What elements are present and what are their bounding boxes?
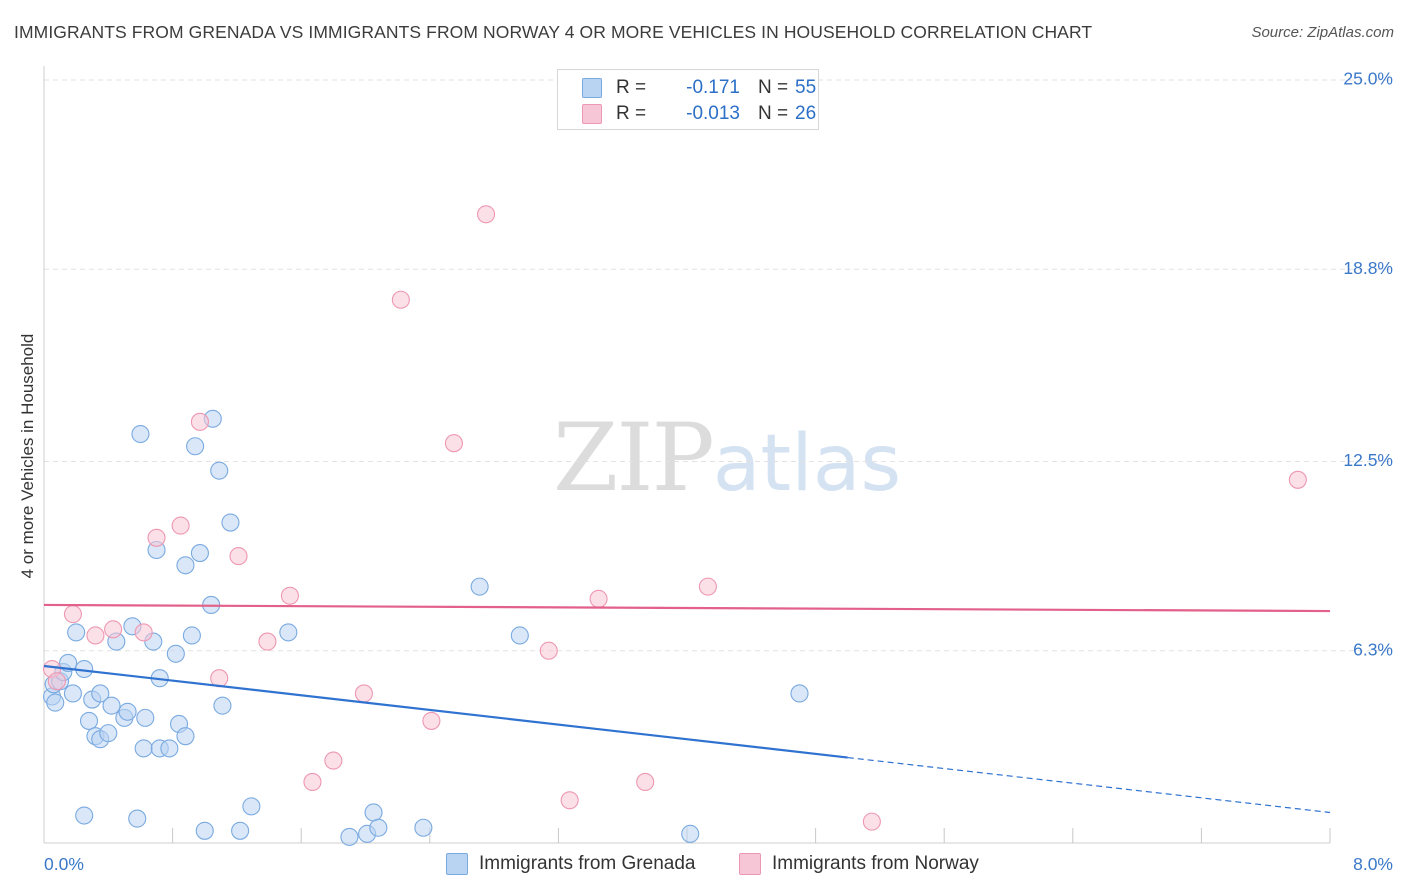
watermark-atlas: atlas bbox=[712, 419, 902, 509]
legend-n-value: 26 bbox=[795, 103, 817, 124]
data-point-pink bbox=[147, 528, 166, 547]
data-point-pink bbox=[229, 547, 248, 566]
data-point-blue bbox=[681, 824, 700, 843]
x-tick-label-min: 0.0% bbox=[44, 854, 84, 874]
data-point-pink bbox=[560, 791, 579, 810]
data-point-blue bbox=[210, 461, 229, 480]
legend-n-value: 55 bbox=[795, 77, 817, 98]
data-point-blue bbox=[364, 803, 383, 822]
legend-n-label: N = bbox=[758, 103, 789, 124]
legend-r-value: -0.013 bbox=[686, 103, 740, 124]
data-point-pink bbox=[698, 577, 717, 596]
data-point-blue bbox=[340, 827, 359, 846]
data-point-blue bbox=[213, 696, 232, 715]
data-point-blue bbox=[160, 739, 179, 758]
watermark: ZIPatlas bbox=[553, 404, 901, 513]
data-point-blue bbox=[128, 809, 147, 828]
chart-title: IMMIGRANTS FROM GRENADA VS IMMIGRANTS FR… bbox=[14, 22, 1093, 42]
correlation-legend: R = -0.171 N = 55 R = -0.013 N = 26 bbox=[557, 69, 819, 130]
data-point-pink bbox=[589, 589, 608, 608]
data-point-blue bbox=[242, 797, 261, 816]
data-point-blue bbox=[63, 684, 82, 703]
trend-line-extension-blue bbox=[847, 756, 1331, 814]
data-point-blue bbox=[414, 818, 433, 837]
data-point-pink bbox=[303, 772, 322, 792]
data-point-blue bbox=[75, 806, 94, 825]
data-point-blue bbox=[131, 424, 150, 444]
data-point-blue bbox=[102, 696, 121, 715]
data-point-blue bbox=[176, 556, 195, 575]
bottom-legend-label: Immigrants from Grenada bbox=[479, 853, 696, 874]
data-point-blue bbox=[279, 623, 298, 642]
data-point-blue bbox=[182, 626, 201, 645]
data-point-pink bbox=[86, 626, 105, 645]
data-point-blue bbox=[46, 693, 65, 712]
data-point-blue bbox=[510, 626, 529, 645]
bottom-legend-swatch-pink bbox=[739, 853, 761, 875]
source-credit: Source: ZipAtlas.com bbox=[1251, 24, 1394, 41]
data-point-blue bbox=[231, 821, 250, 840]
data-point-blue bbox=[118, 702, 137, 721]
x-tick-label-max: 8.0% bbox=[1353, 854, 1393, 874]
data-point-pink bbox=[391, 290, 410, 309]
legend-swatch-pink bbox=[582, 104, 602, 124]
data-point-blue bbox=[470, 577, 489, 596]
data-point-pink bbox=[258, 632, 277, 651]
data-point-blue bbox=[221, 513, 240, 532]
data-point-pink bbox=[477, 205, 496, 224]
data-point-pink bbox=[324, 751, 343, 770]
legend-r-label: R = bbox=[616, 77, 647, 98]
data-point-pink bbox=[280, 586, 299, 605]
data-point-blue bbox=[190, 544, 209, 563]
data-point-blue bbox=[136, 708, 155, 727]
y-tick-label: 18.8% bbox=[1343, 258, 1393, 278]
data-point-blue bbox=[79, 711, 99, 730]
data-point-blue bbox=[67, 623, 86, 642]
legend-r-value: -0.171 bbox=[686, 77, 740, 98]
watermark-zip: ZIP bbox=[553, 404, 715, 513]
data-point-pink bbox=[539, 641, 558, 660]
data-point-blue bbox=[166, 644, 185, 663]
data-point-pink bbox=[354, 684, 373, 703]
data-point-pink bbox=[1288, 470, 1307, 489]
data-point-pink bbox=[444, 434, 463, 453]
data-point-pink bbox=[210, 669, 229, 688]
data-point-pink bbox=[862, 812, 881, 831]
data-point-blue bbox=[176, 727, 195, 746]
data-point-blue bbox=[99, 724, 118, 743]
data-point-pink bbox=[104, 620, 123, 639]
bottom-legend-label: Immigrants from Norway bbox=[772, 853, 979, 874]
data-point-blue bbox=[195, 821, 214, 840]
data-point-blue bbox=[790, 684, 809, 703]
trend-line-pink bbox=[43, 603, 1331, 613]
data-point-blue bbox=[91, 684, 110, 703]
legend-r-label: R = bbox=[616, 103, 647, 124]
data-point-pink bbox=[190, 412, 209, 431]
y-tick-label: 25.0% bbox=[1343, 69, 1393, 89]
bottom-legend-swatch-blue bbox=[446, 853, 468, 875]
trend-line-blue bbox=[43, 664, 848, 759]
data-point-pink bbox=[63, 605, 82, 624]
y-tick-label: 12.5% bbox=[1343, 450, 1393, 470]
y-tick-label: 6.3% bbox=[1353, 639, 1393, 659]
legend-swatch-blue bbox=[582, 78, 602, 98]
data-point-blue bbox=[134, 739, 153, 758]
data-point-pink bbox=[171, 516, 190, 535]
data-point-pink bbox=[134, 623, 153, 642]
legend-n-label: N = bbox=[758, 77, 789, 98]
data-point-blue bbox=[369, 818, 388, 837]
data-point-pink bbox=[636, 772, 655, 792]
data-point-pink bbox=[47, 672, 66, 691]
data-point-blue bbox=[186, 437, 205, 456]
data-point-pink bbox=[422, 711, 441, 730]
